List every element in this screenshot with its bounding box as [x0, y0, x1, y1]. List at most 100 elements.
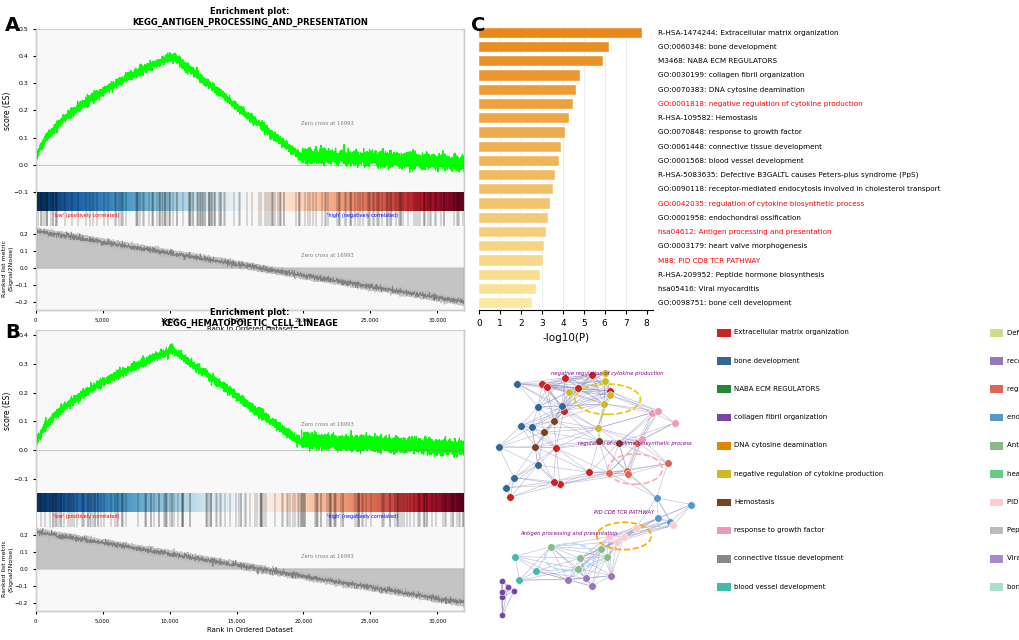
Bar	[479, 28, 642, 38]
Text: connective tissue development: connective tissue development	[734, 556, 843, 561]
Legend: Enrichment profile, Hits, Ranking metric scores: Enrichment profile, Hits, Ranking metric…	[157, 346, 342, 354]
Point	[607, 536, 624, 547]
Point	[661, 516, 678, 527]
Text: Zero cross at 16993: Zero cross at 16993	[301, 422, 354, 427]
Point	[596, 368, 612, 378]
Text: Viral myocarditis: Viral myocarditis	[1006, 556, 1019, 561]
Point	[508, 378, 525, 388]
Text: GO:0070848: response to growth factor: GO:0070848: response to growth factor	[657, 129, 802, 136]
Text: Zero cross at 16993: Zero cross at 16993	[301, 121, 354, 126]
Point	[534, 379, 550, 389]
Point	[547, 443, 564, 453]
Bar	[479, 227, 546, 237]
Point	[650, 513, 666, 523]
Point	[493, 586, 510, 596]
X-axis label: Rank in Ordered Dataset: Rank in Ordered Dataset	[207, 326, 292, 332]
Point	[545, 416, 561, 426]
Bar	[716, 584, 730, 591]
Point	[506, 552, 523, 562]
Point	[523, 422, 539, 432]
Text: A: A	[5, 16, 20, 35]
Bar	[988, 527, 1003, 534]
Text: GO:0030199: collagen fibril organization: GO:0030199: collagen fibril organization	[657, 72, 804, 79]
Text: R-HSA-109582: Hemostasis: R-HSA-109582: Hemostasis	[657, 115, 757, 121]
Text: 'high' (negatively correlated): 'high' (negatively correlated)	[327, 514, 397, 519]
Point	[581, 467, 597, 477]
Point	[559, 387, 576, 397]
Y-axis label: Enrichment
score (ES): Enrichment score (ES)	[0, 389, 11, 433]
Bar	[716, 442, 730, 450]
Text: response to growth factor: response to growth factor	[734, 527, 823, 533]
Text: regulation of cytokine biosynthetic process: regulation of cytokine biosynthetic proc…	[578, 442, 691, 446]
Text: PID CD8 TCR PATHWAY: PID CD8 TCR PATHWAY	[1006, 499, 1019, 505]
Text: GO:0070383: DNA cytosine deamination: GO:0070383: DNA cytosine deamination	[657, 86, 804, 93]
Bar	[988, 555, 1003, 563]
Bar	[479, 170, 554, 180]
Bar	[988, 329, 1003, 337]
Bar	[479, 141, 560, 152]
Text: C: C	[471, 16, 485, 35]
Point	[555, 406, 572, 416]
Text: Zero cross at 16993: Zero cross at 16993	[301, 253, 354, 258]
Text: heart valve morphogenesis: heart valve morphogenesis	[1006, 470, 1019, 477]
Point	[545, 476, 561, 486]
Point	[490, 442, 506, 452]
Text: R-HSA-209952: Peptide hormone biosynthesis: R-HSA-209952: Peptide hormone biosynthes…	[657, 272, 824, 278]
Text: GO:0001568: blood vessel development: GO:0001568: blood vessel development	[657, 158, 803, 164]
Point	[570, 564, 586, 574]
Bar	[479, 212, 548, 223]
Point	[629, 437, 645, 447]
Point	[556, 372, 573, 383]
Text: bone cell development: bone cell development	[1006, 584, 1019, 590]
Point	[602, 570, 619, 580]
Point	[620, 469, 636, 479]
Text: 'low' (positively correlated): 'low' (positively correlated)	[53, 213, 119, 218]
Text: B: B	[5, 323, 19, 342]
Bar	[988, 385, 1003, 393]
Point	[610, 438, 627, 448]
Point	[592, 544, 608, 554]
Title: Enrichment plot:
KEGG_HEMATOPOIETIC_CELL_LINEAGE: Enrichment plot: KEGG_HEMATOPOIETIC_CELL…	[161, 308, 338, 328]
Text: DNA cytosine deamination: DNA cytosine deamination	[734, 442, 826, 449]
Bar	[716, 527, 730, 534]
Text: NABA ECM REGULATORS: NABA ECM REGULATORS	[734, 386, 819, 392]
Text: negative regulation of cytokine production: negative regulation of cytokine producti…	[551, 371, 663, 376]
Text: hsa04612: Antigen processing and presentation: hsa04612: Antigen processing and present…	[657, 229, 832, 235]
Text: Defective B3GALTL causes Peters-plus syndrome (PpS): Defective B3GALTL causes Peters-plus syn…	[1006, 329, 1019, 335]
Bar	[479, 56, 602, 67]
Bar	[479, 241, 543, 252]
Point	[601, 390, 618, 401]
Point	[559, 575, 576, 585]
Bar	[479, 156, 558, 166]
X-axis label: -log10(P): -log10(P)	[542, 333, 589, 342]
Point	[528, 566, 544, 577]
Point	[601, 386, 618, 396]
Bar	[716, 555, 730, 563]
Point	[512, 421, 528, 431]
Point	[569, 383, 585, 393]
Point	[589, 423, 605, 433]
Point	[527, 442, 543, 452]
Text: endochondral ossification: endochondral ossification	[1006, 414, 1019, 420]
Point	[499, 582, 516, 592]
Bar	[479, 184, 552, 195]
Bar	[988, 470, 1003, 478]
Point	[600, 468, 616, 478]
Bar	[716, 357, 730, 365]
Point	[494, 610, 511, 620]
Text: R-HSA-5083635: Defective B3GALTL causes Peters-plus syndrome (PpS): R-HSA-5083635: Defective B3GALTL causes …	[657, 172, 918, 179]
Point	[505, 586, 522, 596]
Bar	[988, 357, 1003, 365]
Bar	[479, 255, 542, 266]
Text: GO:0098751: bone cell development: GO:0098751: bone cell development	[657, 300, 791, 307]
Bar	[716, 329, 730, 337]
Point	[497, 483, 514, 493]
Text: R-HSA-1474244: Extracellular matrix organization: R-HSA-1474244: Extracellular matrix orga…	[657, 29, 838, 36]
Point	[598, 552, 614, 562]
Point	[649, 406, 665, 416]
Bar	[716, 470, 730, 478]
Text: M3468: NABA ECM REGULATORS: M3468: NABA ECM REGULATORS	[657, 58, 776, 64]
Bar	[988, 584, 1003, 591]
Bar	[716, 499, 730, 506]
Bar	[716, 413, 730, 421]
